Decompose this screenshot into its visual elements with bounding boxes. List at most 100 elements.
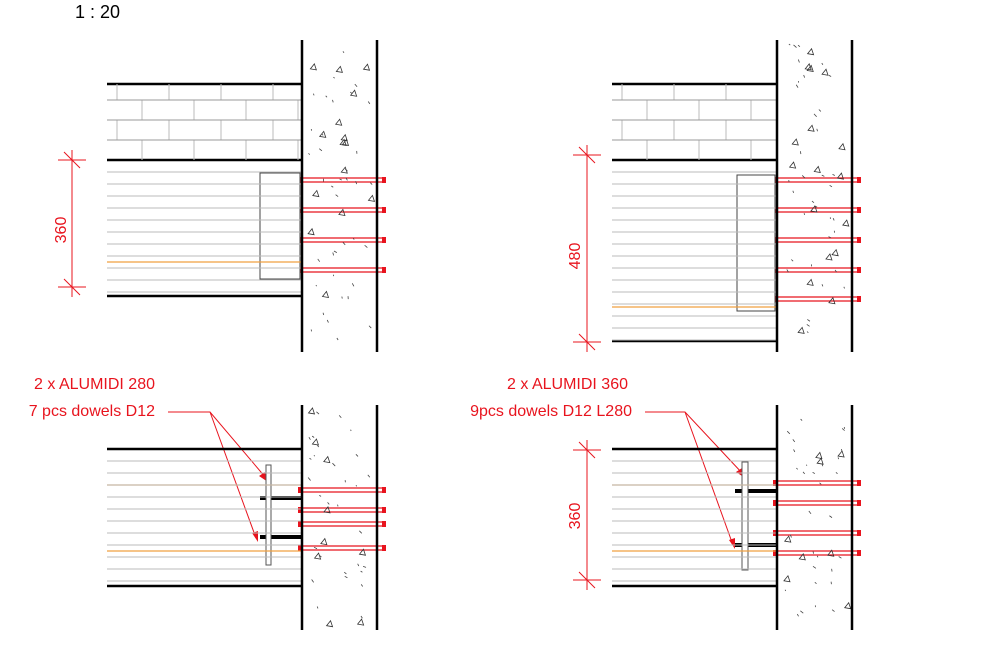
aggregate [814,205,818,208]
aggregate [327,502,330,505]
callout-label: 9pcs dowels D12 L280 [470,403,632,420]
aggregate [360,584,363,587]
dowel-end [857,296,861,302]
aggregate [793,449,796,453]
aggregate [339,138,347,147]
aggregate [832,174,836,176]
dowel-end [857,550,861,556]
aggregate [821,284,824,287]
aggregate [318,554,322,558]
aggregate [791,259,794,262]
aggregate [821,68,829,76]
dowel-end [857,207,861,213]
aggregate [308,153,311,155]
aggregate [815,451,823,460]
aggregate [795,84,799,88]
dimension-label: 360 [567,503,584,530]
aggregate [313,546,318,550]
aggregate [788,43,791,46]
aggregate [792,439,796,443]
dowel-end [857,530,861,536]
aggregate [342,51,345,53]
aggregate [828,296,836,305]
aggregate [352,238,355,240]
aggregate [307,477,311,481]
dowel-end [298,521,302,527]
aggregate [342,242,346,246]
aggregate [828,236,832,239]
scale-label: 1 : 20 [75,2,120,22]
aggregate [368,325,372,329]
aggregate [841,428,845,431]
aggregate [828,75,832,77]
aggregate [319,130,327,138]
aggregate [786,269,789,273]
aggregate [797,326,805,334]
dowel-end [773,500,777,506]
aggregate [322,312,325,316]
aggregate [349,89,358,97]
aggregate [811,200,815,204]
aggregate [340,133,348,142]
aggregate [335,65,343,73]
aggregate [792,190,794,193]
aggregate [344,575,348,579]
aggregate [336,337,339,341]
aggregate [807,124,815,132]
dowel-end [298,507,302,513]
dowel-end [382,521,386,527]
aggregate [838,142,846,151]
aggregate [843,286,845,289]
aggregate [362,566,367,568]
aggregate [819,482,822,485]
aggregate [842,219,850,227]
aggregate [829,515,833,518]
aggregate [831,609,835,612]
aggregate [350,91,353,94]
aggregate [333,76,335,79]
aggregate [317,258,321,262]
aggregate [331,185,334,188]
aggregate [338,208,346,216]
aggregate [783,574,791,583]
aggregate [341,138,350,146]
alumidi-plate [265,464,272,566]
bracket [736,174,776,312]
aggregate [800,418,803,421]
aggregate [791,138,799,146]
aggregate [355,181,358,185]
aggregate [827,549,835,557]
aggregate [816,555,819,558]
aggregate [803,74,805,78]
aggregate [837,457,840,460]
aggregate [323,455,331,464]
aggregate [354,83,358,88]
aggregate [362,63,371,71]
aggregate [325,95,328,98]
aggregate [332,99,334,103]
aggregate [813,113,817,118]
aggregate [317,445,320,448]
aggregate [355,454,359,457]
aggregate [835,472,838,474]
callout-label: 7 pcs dowels D12 [29,403,155,420]
aggregate [797,44,801,47]
dowel-end [857,177,861,183]
aggregate [311,579,314,583]
aggregate [312,93,315,96]
aggregate [806,324,810,327]
aggregate [356,618,365,626]
aggregate [806,331,809,334]
alumidi-plate [741,461,749,571]
aggregate [843,601,852,610]
aggregate [806,278,814,286]
aggregate [818,109,822,112]
aggregate [367,101,371,105]
aggregate [821,62,824,65]
aggregate [812,566,817,569]
aggregate [367,194,376,202]
aggregate [786,430,791,435]
aggregate [784,535,792,543]
aggregate [806,64,814,72]
